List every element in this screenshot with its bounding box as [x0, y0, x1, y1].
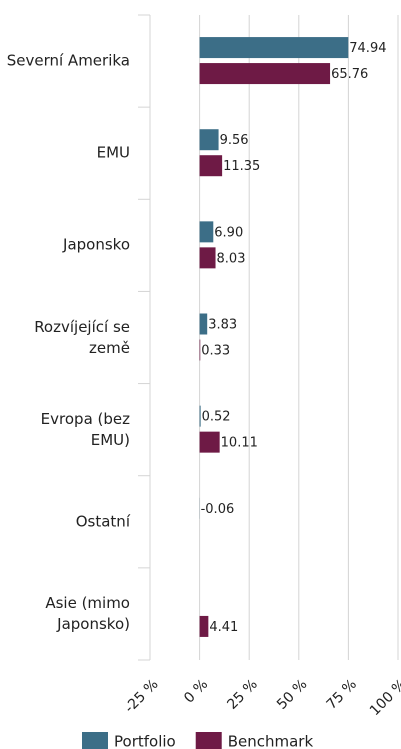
bar [199, 155, 223, 177]
category-label: Evropa (bez EMU) [40, 409, 130, 449]
bar [199, 221, 214, 243]
bar [199, 37, 349, 59]
value-label: 74.94 [349, 41, 386, 56]
x-tick-label: 0 % [181, 676, 211, 706]
x-tick-label: 50 % [274, 676, 310, 712]
x-tick-label: -25 % [122, 676, 162, 716]
value-label: 9.56 [220, 133, 249, 148]
value-label: 4.41 [209, 620, 238, 635]
bar [199, 63, 331, 85]
bar [199, 405, 201, 427]
x-tick-label: 75 % [324, 676, 360, 712]
category-label: EMU [96, 143, 130, 162]
bar [199, 431, 220, 453]
bar [199, 313, 208, 335]
legend-label: Benchmark [228, 733, 314, 749]
bar [199, 339, 201, 361]
value-label: 65.76 [331, 67, 368, 82]
category-label: Japonsko [63, 235, 130, 254]
value-label: 0.33 [201, 344, 230, 359]
x-tick-label: 100 % [367, 676, 401, 719]
bar [199, 247, 216, 269]
category-label: Ostatní [75, 512, 130, 531]
legend-swatch [82, 732, 108, 749]
value-label: -0.06 [201, 502, 235, 517]
category-label: Rozvíjející se země [34, 317, 130, 357]
value-label: 8.03 [217, 251, 246, 266]
legend-swatch [195, 732, 222, 749]
bar [199, 615, 209, 637]
x-tick-label: 25 % [224, 676, 260, 712]
value-label: 3.83 [208, 318, 237, 333]
value-label: 0.52 [202, 410, 231, 425]
value-label: 6.90 [214, 225, 243, 240]
bar [199, 129, 219, 151]
category-label: Severní Amerika [6, 51, 130, 70]
value-label: 10.11 [221, 436, 258, 451]
legend-label: Portfolio [114, 733, 176, 749]
value-label: 11.35 [223, 159, 260, 174]
category-label: Asie (mimo Japonsko) [45, 593, 130, 633]
